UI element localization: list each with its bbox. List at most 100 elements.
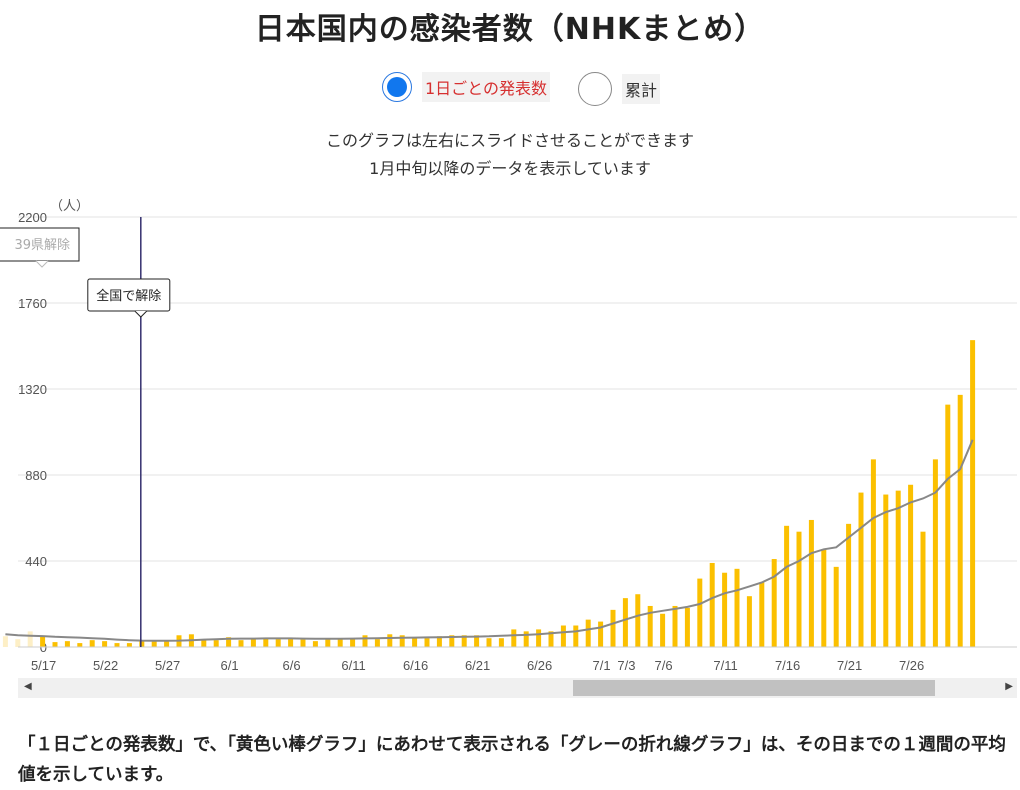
bar [213, 640, 219, 647]
bar [436, 636, 442, 647]
bar [300, 639, 306, 647]
bar [945, 404, 951, 647]
bar [920, 531, 926, 647]
bar [449, 635, 455, 647]
x-tick-label: 6/16 [403, 658, 428, 673]
bar [288, 639, 294, 647]
bar [536, 629, 542, 647]
bar [362, 635, 368, 647]
page-title: 日本国内の感染者数（NHKまとめ） [254, 12, 766, 47]
radio-cumulative-button[interactable] [578, 72, 612, 106]
bar [560, 625, 566, 647]
prefecture-callout-label: 39県解除 [14, 238, 70, 253]
chart-area[interactable]: 0440880132017602200（人）5/175/225/276/16/6… [0, 195, 1020, 705]
bar [598, 621, 604, 647]
y-tick-label: 1320 [18, 382, 47, 397]
bar [622, 598, 628, 647]
y-tick-label: 440 [25, 554, 47, 569]
scroll-left-icon[interactable]: ◀ [24, 681, 32, 692]
bar [833, 566, 839, 647]
bar [102, 641, 108, 647]
bar [647, 605, 653, 647]
scroll-right-icon[interactable]: ▶ [1005, 681, 1013, 692]
x-tick-label: 7/11 [713, 658, 737, 673]
bar [89, 640, 95, 647]
bar [164, 640, 170, 647]
bar [846, 523, 852, 647]
bar [821, 549, 827, 647]
x-tick-label: 7/6 [655, 658, 673, 673]
x-tick-label: 5/27 [155, 658, 180, 673]
chart-scrollbar[interactable]: ◀ ▶ [18, 678, 1017, 698]
x-tick-label: 5/17 [31, 658, 56, 673]
radio-selected-dot [387, 77, 407, 97]
x-tick-label: 6/6 [283, 658, 301, 673]
x-tick-label: 7/3 [617, 658, 635, 673]
y-tick-label: 2200 [18, 210, 47, 225]
bar [523, 631, 529, 647]
bar [114, 643, 120, 647]
bar [734, 568, 740, 647]
bar [151, 641, 157, 647]
radio-daily-button[interactable] [382, 72, 412, 102]
bar [77, 643, 83, 647]
x-tick-label: 7/21 [837, 658, 862, 673]
bar [784, 525, 790, 647]
x-tick-label: 7/26 [899, 658, 924, 673]
bar [746, 596, 752, 647]
bar [895, 490, 901, 647]
bar [883, 494, 889, 647]
bar [312, 641, 318, 647]
bar [672, 605, 678, 647]
radio-daily[interactable]: 1日ごとの発表数 [382, 72, 551, 102]
radio-daily-label[interactable]: 1日ごとの発表数 [422, 72, 551, 102]
x-tick-label: 6/26 [527, 658, 552, 673]
release-callout-box [87, 278, 171, 312]
bar [139, 641, 145, 647]
y-unit-label: （人） [50, 199, 89, 214]
bar [387, 634, 393, 647]
bar [474, 635, 480, 647]
bar [52, 642, 58, 647]
bar [970, 340, 976, 647]
bar [226, 637, 232, 647]
x-tick-label: 7/16 [775, 658, 800, 673]
explanation-caption: 「１日ごとの発表数」で、「黄色い棒グラフ」にあわせて表示される「グレーの折れ線グ… [18, 735, 1006, 785]
y-tick-label: 880 [25, 468, 47, 483]
bar [498, 638, 504, 647]
bar [238, 640, 244, 647]
bar [275, 639, 281, 647]
bar [796, 531, 802, 647]
bar [908, 484, 914, 647]
bar [957, 394, 963, 647]
bar [709, 562, 715, 647]
release-callout-pointer [134, 310, 148, 318]
radio-cumulative[interactable]: 累計 [578, 72, 661, 106]
bar [870, 459, 876, 647]
scrollbar-thumb[interactable] [573, 680, 935, 696]
bar [573, 625, 579, 647]
bar [40, 636, 46, 647]
radio-cumulative-label[interactable]: 累計 [622, 74, 661, 104]
bar [325, 638, 331, 647]
bar [932, 459, 938, 647]
x-tick-label: 6/11 [341, 658, 365, 673]
data-range-text: 1月中旬以降のデータを表示しています [369, 159, 651, 178]
bar [486, 638, 492, 647]
x-tick-label: 5/22 [93, 658, 118, 673]
bar [771, 559, 777, 647]
bar [585, 619, 591, 647]
x-tick-label: 6/21 [465, 658, 490, 673]
bar [412, 638, 418, 647]
bar [858, 492, 864, 647]
bar [684, 607, 690, 647]
bar [660, 613, 666, 647]
bar [201, 639, 207, 647]
bar [808, 519, 814, 647]
x-tick-label: 6/1 [221, 658, 239, 673]
bar [511, 629, 517, 647]
bar [759, 582, 765, 647]
average-line [5, 439, 974, 642]
chart-svg[interactable]: 0440880132017602200（人）5/175/225/276/16/6… [0, 195, 1020, 705]
bar [27, 631, 33, 647]
